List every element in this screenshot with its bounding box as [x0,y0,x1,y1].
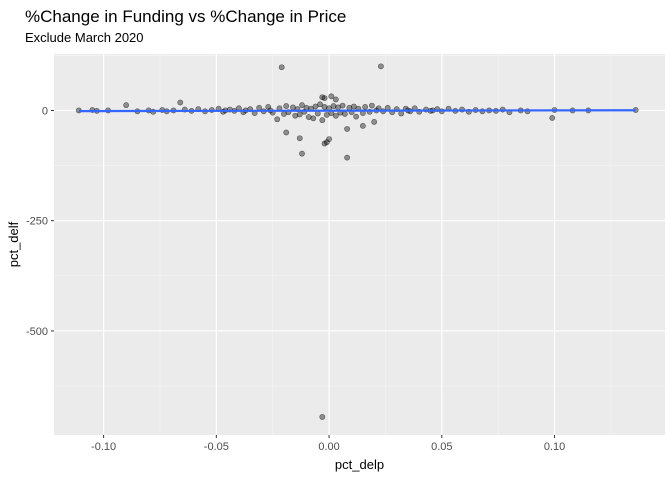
data-point [353,113,360,120]
data-point [299,102,305,109]
trend-line-group [78,109,636,113]
data-point [123,102,130,109]
data-point [326,136,332,143]
y-axis: 0 -250 -500 [26,105,54,338]
data-point [362,104,369,110]
data-point [319,117,326,124]
data-point [359,122,366,129]
trend-line [78,109,636,113]
data-point [323,139,330,146]
x-tick-label: 0.00 [318,441,339,453]
data-point [332,96,339,103]
data-point [296,135,303,142]
y-tick-label: -500 [26,326,48,338]
data-point [278,64,285,71]
y-tick-label: -250 [26,216,48,228]
data-point [319,414,326,420]
data-point [549,115,556,121]
data-point [341,111,348,117]
data-point [283,129,290,136]
x-axis-title: pct_delp [335,457,384,472]
data-point [328,93,335,100]
data-point [321,95,328,101]
data-point [283,103,290,109]
data-point [305,114,312,120]
data-point [378,63,384,70]
data-point [344,126,350,132]
data-point [330,103,337,109]
data-point [312,103,319,110]
data-point [398,110,405,117]
data-point [344,154,350,161]
data-point [299,150,305,157]
data-point [321,104,328,110]
data-point [177,99,184,106]
plot-panel [54,54,665,435]
x-tick-label: 0.05 [431,441,452,453]
data-point [339,102,346,109]
data-point [371,119,378,125]
data-point [317,101,323,108]
data-point [292,112,299,119]
x-tick-label: -0.05 [204,441,229,453]
data-point [274,116,281,123]
data-point [310,115,317,122]
data-point [350,103,357,110]
data-point [256,104,263,111]
x-tick-label: 0.10 [544,441,565,453]
x-axis: -0.10 -0.05 0.00 0.05 0.10 [91,435,565,453]
y-tick-label: 0 [42,105,48,117]
chart-subtitle: Exclude March 2020 [25,30,144,45]
y-axis-title: pct_delf [6,221,21,267]
x-tick-label: -0.10 [91,441,116,453]
data-point [332,112,339,119]
data-point [369,102,375,109]
chart-title: %Change in Funding vs %Change in Price [25,7,346,26]
